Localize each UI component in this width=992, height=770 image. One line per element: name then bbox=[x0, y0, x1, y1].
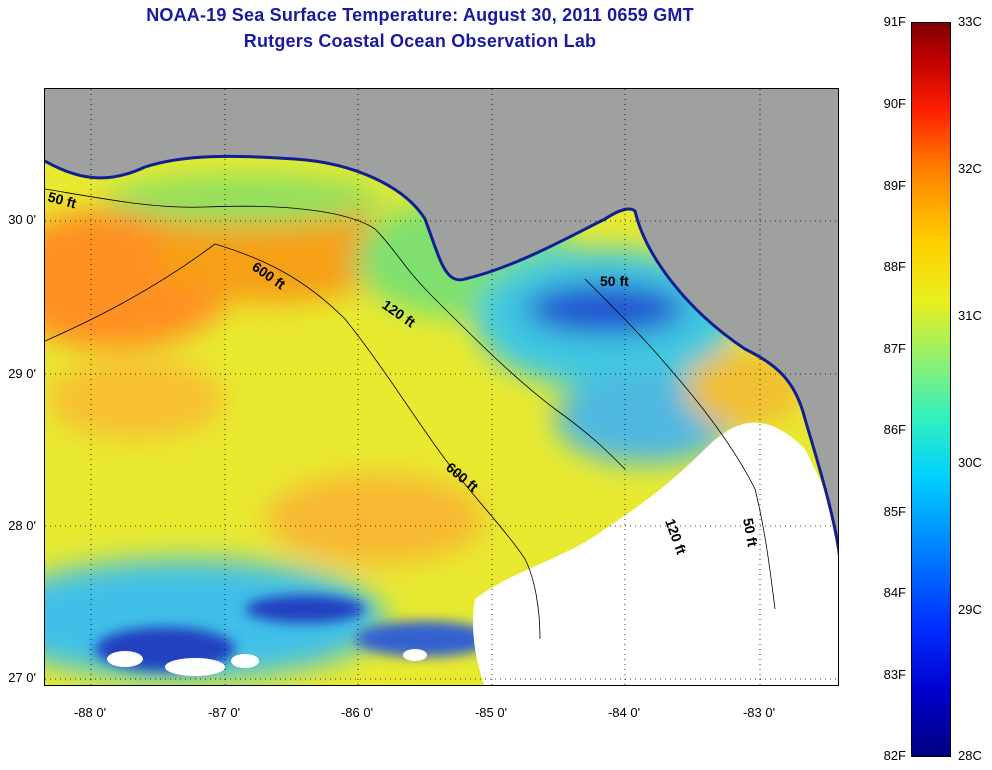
sst-map: 50 ft 600 ft 120 ft 50 ft 600 ft 120 ft … bbox=[44, 88, 839, 686]
lon-label: -87 0' bbox=[207, 705, 241, 720]
fahrenheit-tick: 90F bbox=[883, 96, 906, 111]
celsius-tick: 30C bbox=[958, 455, 982, 470]
celsius-tick: 29C bbox=[958, 602, 982, 617]
fahrenheit-tick: 91F bbox=[883, 14, 906, 29]
lat-label: 27 0' bbox=[8, 670, 36, 685]
lat-label: 30 0' bbox=[8, 212, 36, 227]
fahrenheit-tick: 89F bbox=[883, 178, 906, 193]
lon-label: -84 0' bbox=[607, 705, 641, 720]
lat-label: 28 0' bbox=[8, 518, 36, 533]
celsius-tick: 33C bbox=[958, 14, 982, 29]
fahrenheit-tick: 85F bbox=[883, 504, 906, 519]
chart-title: NOAA-19 Sea Surface Temperature: August … bbox=[146, 5, 694, 25]
fahrenheit-tick: 83F bbox=[883, 667, 906, 682]
fahrenheit-tick: 87F bbox=[883, 341, 906, 356]
chart-subtitle: Rutgers Coastal Ocean Observation Lab bbox=[243, 31, 597, 51]
lon-label: -85 0' bbox=[474, 705, 508, 720]
lon-label: -88 0' bbox=[73, 705, 107, 720]
celsius-tick: 31C bbox=[958, 308, 982, 323]
celsius-tick: 32C bbox=[958, 161, 982, 176]
lon-label: -83 0' bbox=[742, 705, 776, 720]
contour-label: 50 ft bbox=[46, 188, 78, 211]
fahrenheit-tick: 86F bbox=[883, 422, 906, 437]
temperature-colorbar bbox=[911, 22, 951, 757]
fahrenheit-tick: 84F bbox=[883, 585, 906, 600]
lat-label: 29 0' bbox=[8, 366, 36, 381]
contour-label: 50 ft bbox=[600, 273, 629, 289]
sst-map-svg: 50 ft 600 ft 120 ft 50 ft 600 ft 120 ft … bbox=[45, 89, 838, 685]
lon-label: -86 0' bbox=[340, 705, 374, 720]
celsius-tick: 28C bbox=[958, 748, 982, 763]
fahrenheit-tick: 88F bbox=[883, 259, 906, 274]
fahrenheit-tick: 82F bbox=[883, 748, 906, 763]
contour-label: 50 ft bbox=[740, 517, 761, 548]
